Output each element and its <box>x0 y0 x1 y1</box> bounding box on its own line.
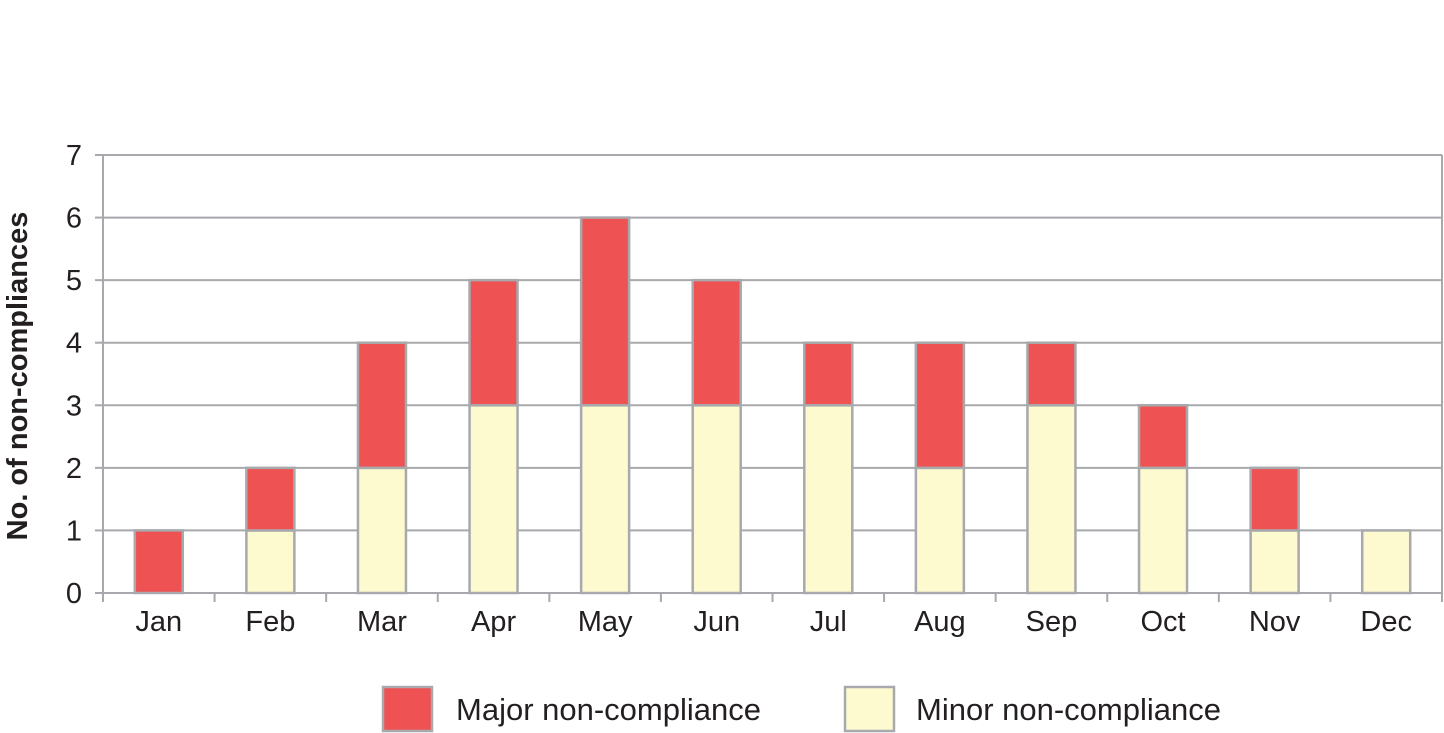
bar-oct-minor <box>1137 466 1189 595</box>
y-tick-label: 3 <box>66 390 82 422</box>
y-tick-label: 0 <box>66 578 82 610</box>
bar-mar-minor <box>356 466 408 595</box>
bar-jul-major <box>803 341 854 407</box>
x-tick-label-may: May <box>578 606 633 638</box>
bar-nov-major <box>1249 466 1300 532</box>
bar-oct-major <box>1137 404 1189 470</box>
bar-sep-major <box>1026 341 1077 407</box>
bar-aug-minor <box>914 466 966 595</box>
y-tick-label: 1 <box>66 515 82 547</box>
bar-feb-major <box>245 466 296 532</box>
bar-apr-minor <box>468 404 519 595</box>
x-tick-label-apr: Apr <box>471 606 516 638</box>
x-tick-label-mar: Mar <box>357 606 407 638</box>
x-tick-label-sep: Sep <box>1026 606 1078 638</box>
y-tick-label: 5 <box>66 265 82 297</box>
y-tick-label: 6 <box>66 203 82 235</box>
y-tick-label: 2 <box>66 453 82 485</box>
legend: Major non-compliance Minor non-compliance <box>381 685 1221 733</box>
legend-label-minor: Minor non-compliance <box>916 692 1221 727</box>
x-tick-labels: Jan Feb Mar Apr May Jun Jul Aug Sep Oct Nov Dec <box>135 606 1412 638</box>
legend-label-major: Major non-compliance <box>456 692 761 727</box>
bar-feb-minor <box>245 529 296 595</box>
y-tick-label: 4 <box>66 328 82 360</box>
bar-may-major <box>579 216 631 407</box>
legend-swatch-minor <box>843 685 896 733</box>
bars <box>133 216 1412 595</box>
x-tick-label-feb: Feb <box>245 606 295 638</box>
x-tick-label-dec: Dec <box>1360 606 1412 638</box>
x-tick-label-aug: Aug <box>914 606 966 638</box>
bar-dec-minor <box>1360 529 1412 595</box>
gridlines <box>103 154 1442 532</box>
bar-jun-minor <box>691 404 742 595</box>
bar-jun-major <box>691 278 742 407</box>
y-tick-label: 7 <box>66 140 82 172</box>
x-tick-label-jun: Jun <box>693 606 740 638</box>
bar-jan-major <box>133 529 185 595</box>
bar-mar-major <box>356 341 408 470</box>
y-tick-labels: 0 1 2 3 4 5 6 7 <box>66 140 82 610</box>
bar-jul-minor <box>803 404 854 595</box>
bar-apr-major <box>468 278 519 407</box>
x-tick-label-jul: Jul <box>810 606 847 638</box>
y-axis-title: No. of non-compliances <box>2 212 34 541</box>
x-tick-label-nov: Nov <box>1249 606 1301 638</box>
x-tick-label-jan: Jan <box>135 606 182 638</box>
x-tick-label-oct: Oct <box>1140 606 1185 638</box>
bar-aug-major <box>914 341 966 470</box>
bar-sep-minor <box>1026 404 1077 595</box>
legend-swatch-major <box>381 685 434 733</box>
bar-nov-minor <box>1249 529 1300 595</box>
axes <box>95 154 1443 602</box>
bar-may-minor <box>579 404 631 595</box>
